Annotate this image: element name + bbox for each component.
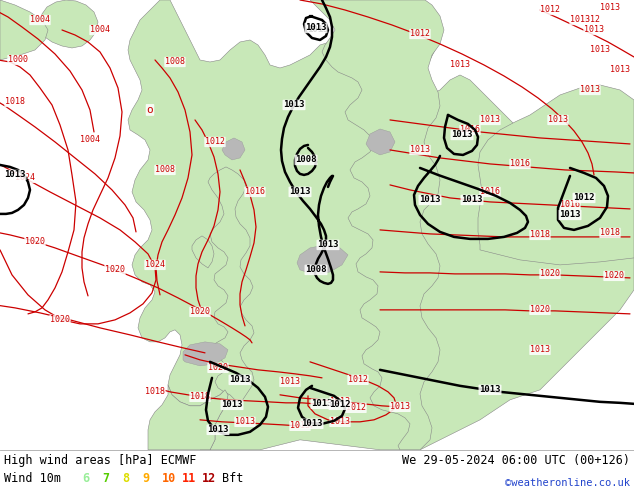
Text: Bft: Bft	[222, 472, 243, 485]
Text: 1020: 1020	[208, 364, 228, 372]
Text: 1013: 1013	[330, 397, 350, 406]
Polygon shape	[148, 385, 228, 450]
Text: 1013: 1013	[307, 25, 329, 34]
Text: 1012: 1012	[573, 194, 595, 202]
Text: 1013: 1013	[290, 421, 310, 430]
Text: 1020: 1020	[105, 266, 125, 274]
Text: 1016: 1016	[560, 200, 580, 209]
Text: 1013: 1013	[559, 210, 581, 220]
Text: 1004: 1004	[80, 135, 100, 145]
Text: 1012: 1012	[205, 137, 225, 147]
Text: 1012: 1012	[346, 403, 366, 413]
Text: 9: 9	[142, 472, 149, 485]
Text: 7: 7	[102, 472, 109, 485]
Text: 1000: 1000	[8, 55, 28, 65]
Text: Wind 10m: Wind 10m	[4, 472, 61, 485]
Text: 1013: 1013	[301, 419, 323, 428]
Text: 1013: 1013	[4, 171, 26, 179]
Text: 1016: 1016	[510, 159, 530, 169]
Text: We 29-05-2024 06:00 UTC (00+126): We 29-05-2024 06:00 UTC (00+126)	[402, 454, 630, 467]
Text: 8: 8	[122, 472, 129, 485]
Text: 1013: 1013	[317, 241, 339, 249]
Text: 1013: 1013	[451, 130, 473, 140]
Text: 1013: 1013	[330, 417, 350, 426]
Text: 1008: 1008	[155, 166, 175, 174]
Text: 1020: 1020	[190, 307, 210, 317]
Text: 1020: 1020	[530, 305, 550, 315]
Text: 1018: 1018	[600, 228, 620, 238]
Text: 1012: 1012	[580, 16, 600, 24]
Text: 1008: 1008	[305, 266, 327, 274]
Polygon shape	[183, 342, 228, 366]
Text: 1013: 1013	[580, 85, 600, 95]
Polygon shape	[222, 138, 245, 160]
Text: 1013: 1013	[230, 375, 251, 384]
Text: 1024: 1024	[145, 260, 165, 270]
Polygon shape	[522, 158, 574, 205]
Text: 1020: 1020	[540, 270, 560, 278]
Polygon shape	[208, 167, 254, 404]
Text: 1020: 1020	[50, 316, 70, 324]
Text: 1013: 1013	[280, 377, 300, 386]
Polygon shape	[0, 0, 48, 60]
Text: 1004: 1004	[90, 25, 110, 34]
Text: 1013: 1013	[283, 100, 305, 109]
Text: 1018: 1018	[190, 392, 210, 401]
Text: 1013: 1013	[530, 345, 550, 354]
Polygon shape	[192, 236, 214, 268]
Text: 1016: 1016	[480, 187, 500, 196]
Text: 1024: 1024	[15, 173, 35, 182]
Text: 1013: 1013	[311, 399, 333, 408]
Text: 6: 6	[82, 472, 89, 485]
Text: 1013: 1013	[235, 417, 255, 426]
Polygon shape	[310, 0, 444, 450]
Text: 1013: 1013	[410, 146, 430, 154]
Text: 12: 12	[202, 472, 216, 485]
Text: 1013: 1013	[289, 187, 311, 196]
Text: 1013: 1013	[590, 46, 610, 54]
Text: 1012: 1012	[540, 5, 560, 15]
Text: 1013: 1013	[584, 25, 604, 34]
Text: 1013: 1013	[600, 3, 620, 13]
Text: 1013: 1013	[207, 425, 229, 434]
Text: 1016: 1016	[460, 125, 480, 134]
Polygon shape	[297, 245, 348, 275]
Text: 1013: 1013	[390, 402, 410, 411]
Text: 1013: 1013	[221, 400, 243, 409]
Text: 10: 10	[162, 472, 176, 485]
Text: 1013: 1013	[610, 66, 630, 74]
Text: 1013: 1013	[548, 116, 568, 124]
Text: 1008: 1008	[165, 57, 185, 67]
Text: 1012: 1012	[329, 400, 351, 409]
Text: 1016: 1016	[245, 187, 265, 196]
Text: 1012: 1012	[348, 375, 368, 384]
Polygon shape	[128, 0, 634, 450]
Polygon shape	[478, 85, 634, 265]
Polygon shape	[366, 129, 395, 155]
Text: 1013: 1013	[480, 116, 500, 124]
Text: 1018: 1018	[145, 387, 165, 396]
Text: ©weatheronline.co.uk: ©weatheronline.co.uk	[505, 478, 630, 488]
Text: 1013: 1013	[462, 196, 482, 204]
Text: 1012: 1012	[410, 29, 430, 39]
Text: 1018: 1018	[530, 230, 550, 240]
Text: 1013: 1013	[479, 385, 501, 394]
Text: 1008: 1008	[295, 155, 317, 165]
Text: o: o	[146, 105, 153, 115]
Polygon shape	[40, 0, 98, 48]
Text: 1013: 1013	[419, 196, 441, 204]
Text: 1004: 1004	[30, 16, 50, 24]
Text: 1020: 1020	[25, 237, 45, 246]
Text: 1018: 1018	[5, 98, 25, 106]
Text: 1013: 1013	[570, 16, 590, 24]
Text: 1020: 1020	[604, 271, 624, 280]
Text: 1013: 1013	[305, 24, 327, 32]
Text: 1013: 1013	[450, 60, 470, 70]
Text: High wind areas [hPa] ECMWF: High wind areas [hPa] ECMWF	[4, 454, 197, 467]
Text: 11: 11	[182, 472, 197, 485]
